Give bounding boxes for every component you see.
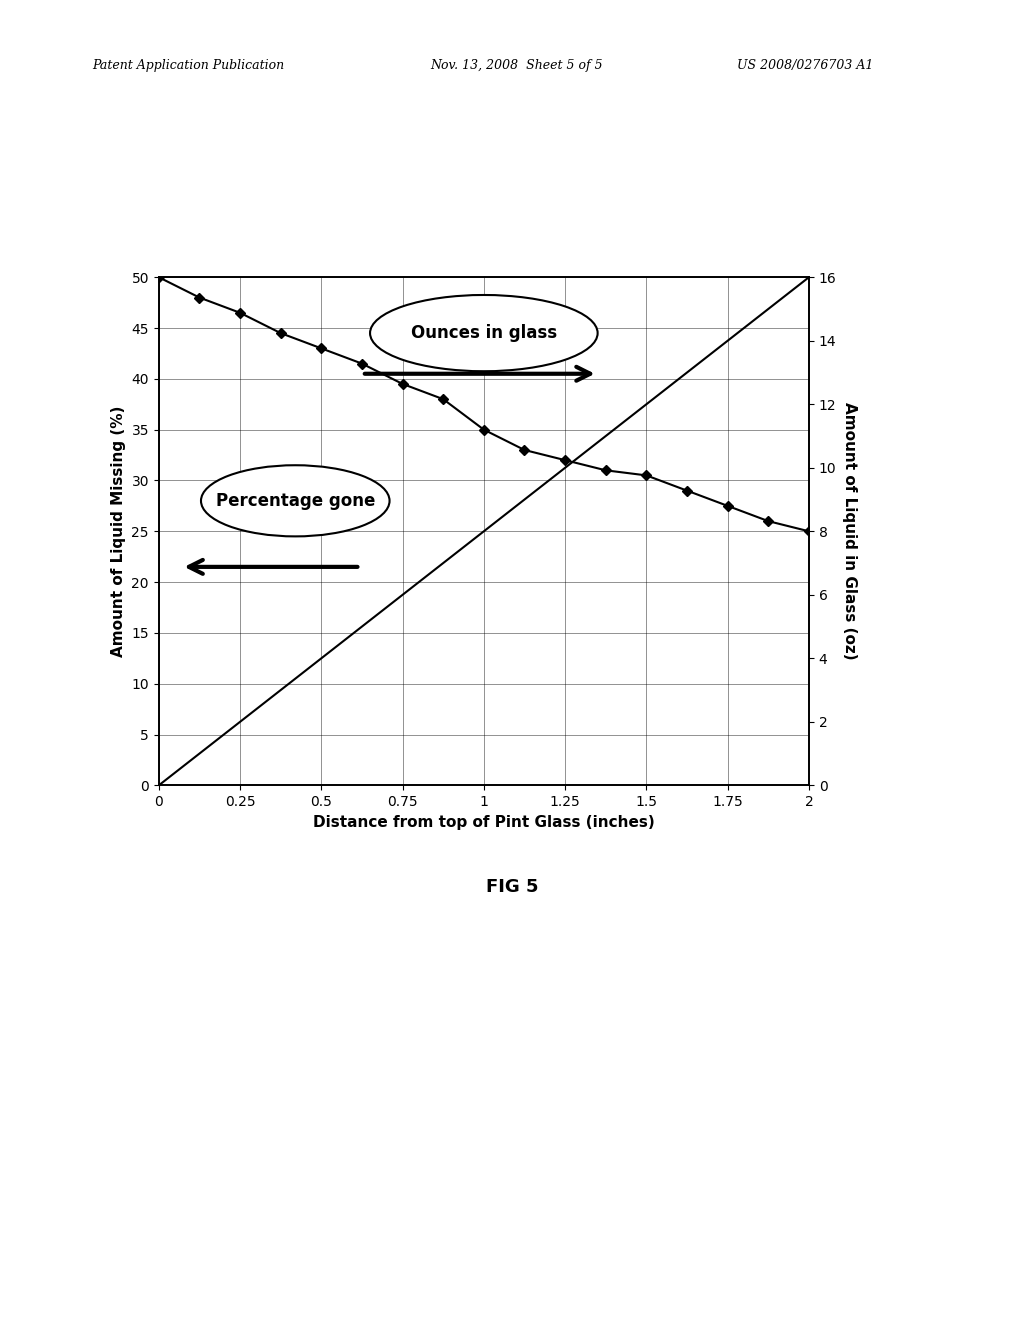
Y-axis label: Amount of Liquid in Glass (oz): Amount of Liquid in Glass (oz) bbox=[843, 403, 857, 660]
Text: US 2008/0276703 A1: US 2008/0276703 A1 bbox=[737, 59, 873, 73]
Text: Nov. 13, 2008  Sheet 5 of 5: Nov. 13, 2008 Sheet 5 of 5 bbox=[430, 59, 603, 73]
Ellipse shape bbox=[370, 294, 598, 371]
Y-axis label: Amount of Liquid Missing (%): Amount of Liquid Missing (%) bbox=[111, 405, 126, 657]
Text: FIG 5: FIG 5 bbox=[485, 878, 539, 896]
X-axis label: Distance from top of Pint Glass (inches): Distance from top of Pint Glass (inches) bbox=[313, 814, 654, 830]
Ellipse shape bbox=[201, 465, 389, 536]
Text: Ounces in glass: Ounces in glass bbox=[411, 325, 557, 342]
Text: Patent Application Publication: Patent Application Publication bbox=[92, 59, 285, 73]
Text: Percentage gone: Percentage gone bbox=[216, 492, 375, 510]
